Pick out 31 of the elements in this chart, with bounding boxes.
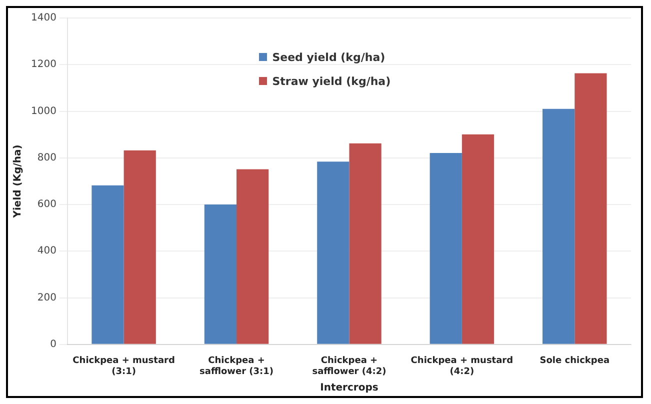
bar <box>317 162 350 344</box>
x-axis-title: Intercrops <box>320 382 378 394</box>
legend-label: Straw yield (kg/ha) <box>271 74 391 90</box>
category-label: (4:2) <box>450 366 474 377</box>
bar <box>349 143 382 344</box>
y-tick-label: 600 <box>37 199 56 210</box>
y-tick-label: 400 <box>37 246 56 257</box>
category-label: safflower (4:2) <box>312 366 386 377</box>
category-label: Chickpea + <box>320 356 378 366</box>
bar <box>462 134 494 344</box>
y-axis-title: Yield (Kg/ha) <box>12 144 24 219</box>
legend-label: Seed yield (kg/ha) <box>271 50 386 66</box>
category-label: Chickpea + <box>208 356 265 366</box>
y-tick-label: 1000 <box>30 106 56 117</box>
bar <box>542 108 575 344</box>
category-label: Chickpea + mustard <box>72 356 175 366</box>
bar <box>236 169 269 344</box>
y-tick-label: 200 <box>37 292 56 304</box>
bar <box>204 204 237 344</box>
category-label: Chickpea + mustard <box>410 356 514 366</box>
category-label: safflower (3:1) <box>200 366 274 377</box>
x-tick-label: Sole chickpea <box>540 356 610 366</box>
y-tick-label: 1400 <box>30 12 56 24</box>
category-label: (3:1) <box>112 366 136 377</box>
bar <box>430 152 462 344</box>
y-tick-label: 0 <box>50 338 56 350</box>
bar <box>92 185 124 344</box>
y-tick-label: 1200 <box>30 59 56 70</box>
bar <box>574 73 607 344</box>
y-tick-label: 800 <box>37 152 56 164</box>
bar <box>124 150 156 344</box>
